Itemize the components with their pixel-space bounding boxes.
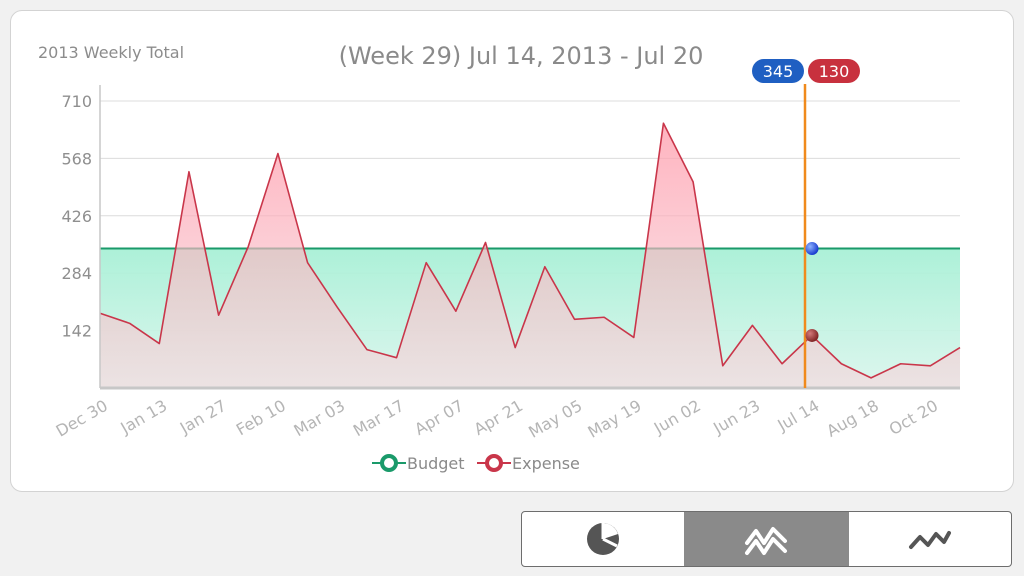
x-tick-group: May 05 — [525, 396, 585, 442]
y-tick-label: 284 — [61, 264, 92, 283]
line-chart-icon — [908, 531, 951, 549]
legend-marker — [485, 454, 503, 472]
x-tick-group: Dec 30 — [53, 396, 111, 441]
legend-label: Budget — [407, 454, 465, 473]
legend: Budget Expense — [372, 454, 580, 473]
x-tick-group: Jul 14 — [773, 396, 822, 435]
line-chart-button[interactable] — [847, 512, 1011, 566]
x-tick-group: Jun 02 — [650, 396, 704, 438]
x-tick-label: Jan 27 — [176, 396, 230, 438]
x-tick-label: Jun 02 — [650, 396, 704, 438]
x-tick-label: Dec 30 — [53, 396, 111, 441]
area-chart-icon — [745, 527, 788, 555]
budget-value-badge — [752, 59, 804, 83]
legend-label: Expense — [512, 454, 580, 473]
x-tick-label: Mar 17 — [350, 396, 408, 440]
chart-type-toolbar — [521, 511, 1012, 567]
x-tick-label: May 19 — [585, 396, 645, 442]
x-tick-group: Apr 21 — [471, 396, 527, 439]
x-tick-group: May 19 — [585, 396, 645, 442]
x-tick-group: Mar 17 — [350, 396, 408, 440]
pie-chart-icon — [587, 523, 620, 555]
x-tick-label: Mar 03 — [291, 396, 349, 440]
x-tick-label: Aug 18 — [823, 396, 882, 441]
x-tick-group: Mar 03 — [291, 396, 349, 440]
y-tick-label: 568 — [61, 149, 92, 168]
x-tick-label: Jan 13 — [117, 396, 171, 438]
budget-value-label: 345 — [763, 62, 794, 81]
legend-marker — [380, 454, 398, 472]
x-tick-group: Apr 07 — [411, 396, 467, 439]
x-tick-group: Oct 20 — [886, 396, 941, 439]
y-tick-label: 142 — [61, 322, 92, 341]
x-tick-label: Apr 07 — [411, 396, 467, 439]
x-tick-label: Feb 10 — [233, 396, 289, 439]
x-tick-group: Jan 27 — [176, 396, 230, 438]
expense-area — [100, 123, 960, 388]
x-tick-group: Aug 18 — [823, 396, 882, 441]
x-tick-label: Jun 23 — [709, 396, 763, 438]
x-tick-group: Jun 23 — [709, 396, 763, 438]
pie-chart-button[interactable] — [522, 512, 684, 566]
y-tick-label: 710 — [61, 92, 92, 111]
area-chart-button[interactable] — [684, 512, 848, 566]
x-tick-label: May 05 — [525, 396, 585, 442]
expense-value-label: 130 — [819, 62, 850, 81]
expense-value-badge — [808, 59, 860, 83]
x-tick-label: Jul 14 — [773, 396, 822, 435]
x-tick-label: Oct 20 — [886, 396, 941, 439]
x-tick-group: Feb 10 — [233, 396, 289, 439]
expense-point — [805, 328, 819, 342]
budget-point — [805, 242, 819, 256]
chart-subtitle: 2013 Weekly Total — [38, 43, 185, 62]
expense-line — [99, 122, 961, 379]
area-layer — [99, 122, 961, 388]
chart-title: (Week 29) Jul 14, 2013 - Jul 20 — [338, 42, 704, 70]
selection-marker: 345 130 — [752, 59, 860, 388]
y-tick-label: 426 — [61, 207, 92, 226]
x-tick-group: Jan 13 — [117, 396, 171, 438]
x-tick-label: Apr 21 — [471, 396, 527, 439]
